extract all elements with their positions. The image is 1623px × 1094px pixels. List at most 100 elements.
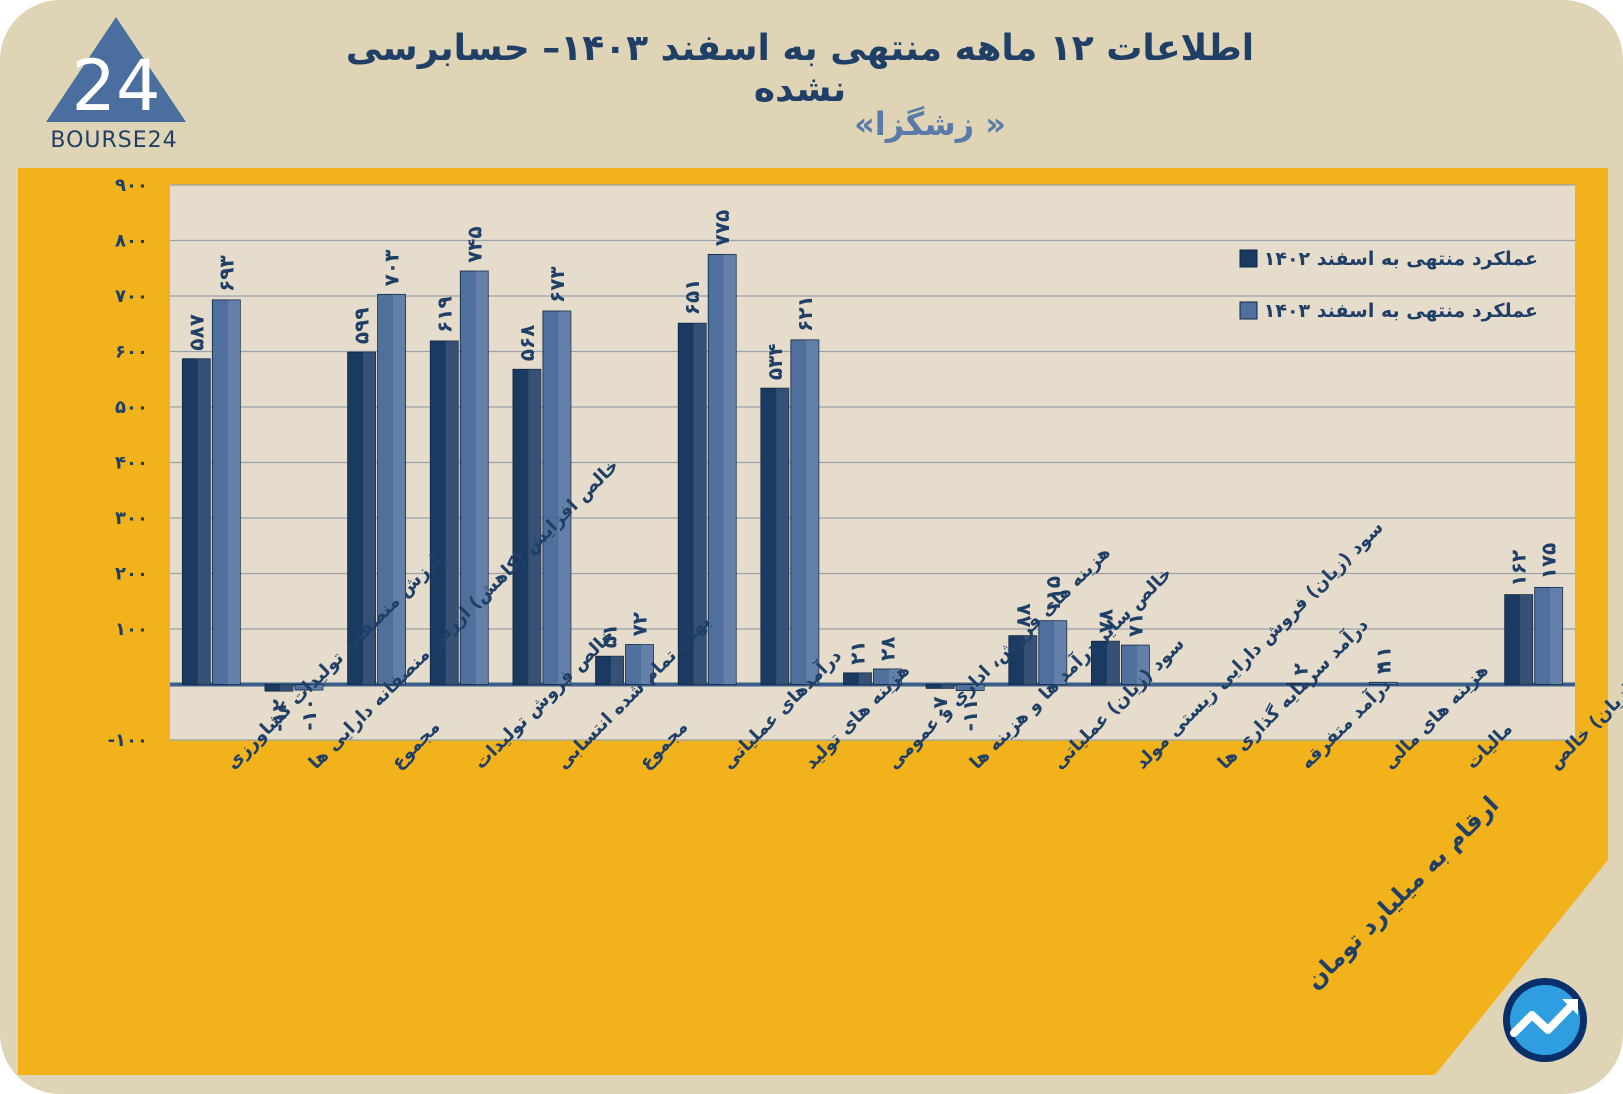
company-symbol: « زشگزا» xyxy=(854,105,1006,143)
bar-highlight xyxy=(1302,683,1315,685)
bar-highlight xyxy=(941,684,955,689)
data-label: ۷۱ xyxy=(1123,613,1147,637)
data-label: ۵۸۷ xyxy=(184,314,208,351)
bar-1402-2 xyxy=(347,351,377,685)
data-label: ۱۷۵ xyxy=(1537,543,1561,580)
data-label: ۸۸ xyxy=(1011,603,1035,627)
bar-1403-14 xyxy=(1368,681,1398,685)
y-axis-ticks: -۱۰۰ ۱۰۰ ۲۰۰ ۳۰۰ ۴۰۰ ۵۰۰ ۶۰۰ ۷۰۰ ۸۰۰ ۹۰۰ xyxy=(108,175,148,751)
data-label: ۷۲ xyxy=(628,612,652,636)
y-tick-label: ۷۰۰ xyxy=(115,286,148,307)
legend-label: عملکرد منتهی به اسفند ۱۴۰۲ xyxy=(1264,248,1538,270)
bar-highlight xyxy=(1550,587,1563,685)
bar-highlight xyxy=(888,668,902,685)
bar-1403-1 xyxy=(294,684,324,691)
y-tick-label: ۴۰۰ xyxy=(115,453,148,474)
y-tick-label: ۸۰۰ xyxy=(115,231,148,252)
y-tick-label: ۵۰۰ xyxy=(115,397,148,418)
data-label: ۷۴۵ xyxy=(462,226,486,263)
data-label: -۱۰ xyxy=(297,698,321,731)
bar-1403-10 xyxy=(1038,620,1068,685)
data-label: ۲۱ xyxy=(846,640,870,664)
legend-swatch xyxy=(1239,249,1258,268)
bar-1402-8 xyxy=(843,672,872,685)
data-label: ۱۶۲ xyxy=(1507,550,1531,587)
bar-1403-9 xyxy=(955,684,985,692)
page-title: اطلاعات ۱۲ ماهه منتهی به اسفند ۱۴۰۳– حسا… xyxy=(345,28,1255,110)
data-label: ۵۱ xyxy=(598,624,622,648)
bar-highlight xyxy=(610,656,624,685)
bar-highlight xyxy=(227,299,241,685)
bar-highlight xyxy=(197,358,211,685)
trend-chart-icon xyxy=(1503,978,1587,1062)
bar-1403-0 xyxy=(211,299,241,685)
bar-highlight xyxy=(640,644,654,685)
bar-1403-2 xyxy=(377,293,407,685)
bar-highlight xyxy=(723,254,737,685)
data-label: ۶۹۳ xyxy=(214,255,238,292)
data-label: ۴ xyxy=(1371,662,1395,674)
bar-1403-7 xyxy=(790,339,820,685)
data-label: ۶۷۳ xyxy=(545,266,569,303)
data-label: ۷۷۵ xyxy=(710,210,734,247)
bar-1402-16 xyxy=(1504,594,1534,685)
bar-1402-7 xyxy=(760,387,790,685)
bar-highlight xyxy=(693,323,707,685)
bar-1403-8 xyxy=(873,668,902,685)
bar-highlight xyxy=(558,310,571,685)
bar-1402-3 xyxy=(429,340,459,685)
bar-highlight xyxy=(280,684,293,692)
data-label: ۵۹۹ xyxy=(350,307,374,344)
bar-1402-9 xyxy=(925,684,955,689)
bar-highlight xyxy=(1384,682,1398,685)
bar-1403-6 xyxy=(707,253,737,685)
bar-highlight xyxy=(1024,635,1037,685)
bar-1403-3 xyxy=(459,270,489,685)
bar-1402-1 xyxy=(264,684,294,692)
logo-triangle xyxy=(46,17,186,122)
data-label: ۲ xyxy=(1289,663,1313,675)
data-label: ۵۳۴ xyxy=(763,344,787,381)
data-label: ۷۸ xyxy=(1093,609,1117,633)
bar-1403-13 xyxy=(1286,682,1316,685)
bar-1402-11 xyxy=(1091,640,1120,685)
bar-highlight xyxy=(528,369,541,685)
y-tick-label: ۱۰۰ xyxy=(115,619,148,640)
data-label: ۱۱۵ xyxy=(1041,576,1065,613)
bar-highlight xyxy=(776,388,789,685)
bar-highlight xyxy=(310,684,323,691)
bar-1402-5 xyxy=(595,655,624,685)
data-label: ۵۶۸ xyxy=(515,325,539,362)
bar-1403-16 xyxy=(1534,586,1564,685)
bourse24-logo: 24 xyxy=(46,17,186,127)
bar-highlight xyxy=(1106,641,1120,685)
logo-wordmark: BOURSE24 xyxy=(50,128,178,153)
y-tick-label: ۳۰۰ xyxy=(115,508,148,529)
data-label: ۱۱ xyxy=(1371,646,1395,670)
y-tick-label: ۶۰۰ xyxy=(115,342,148,363)
legend: عملکرد منتهی به اسفند ۱۴۰۲ عملکرد منتهی ب… xyxy=(1239,248,1538,322)
y-tick-label: ۲۰۰ xyxy=(115,564,148,585)
data-label: ۶۵۱ xyxy=(680,279,704,316)
bar-highlight xyxy=(363,352,376,685)
y-tick-label: -۱۰۰ xyxy=(108,730,148,751)
bar-highlight xyxy=(1054,620,1067,685)
bar-1403-5 xyxy=(625,644,654,685)
bar-highlight xyxy=(475,271,489,685)
y-tick-label: ۹۰۰ xyxy=(115,175,148,196)
bar-highlight xyxy=(445,340,459,685)
data-label: ۶۲۱ xyxy=(793,295,817,332)
data-label: ۷۰۳ xyxy=(380,250,404,287)
bar-highlight xyxy=(1520,594,1533,685)
logo-numeral: 24 xyxy=(71,45,160,127)
bar-highlight xyxy=(971,684,985,691)
bar-highlight xyxy=(806,339,819,685)
bar-1402-10 xyxy=(1008,635,1038,685)
bar-1403-11 xyxy=(1121,644,1150,685)
data-label: -۱۱ xyxy=(958,699,982,732)
bar-highlight xyxy=(858,672,872,685)
bar-1403-4 xyxy=(542,310,572,685)
bars xyxy=(181,253,1564,692)
